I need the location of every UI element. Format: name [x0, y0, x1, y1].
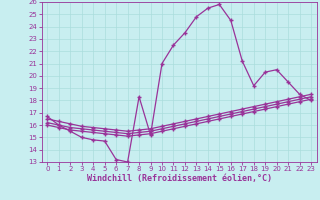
X-axis label: Windchill (Refroidissement éolien,°C): Windchill (Refroidissement éolien,°C): [87, 174, 272, 183]
